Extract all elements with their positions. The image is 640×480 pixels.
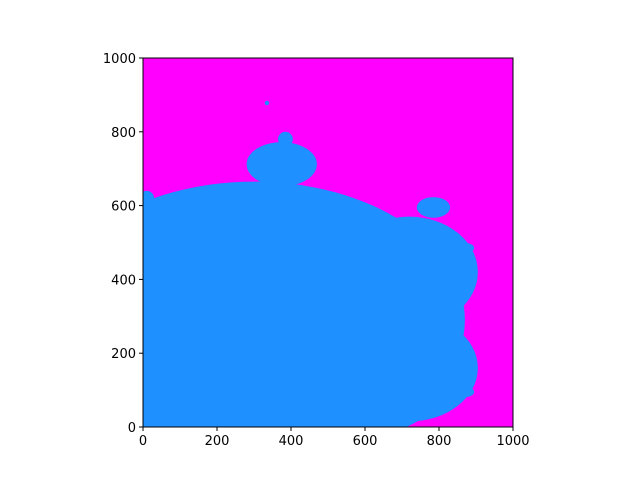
y-tick-label: 1000	[103, 52, 136, 67]
y-tick-label: 800	[111, 126, 136, 141]
y-axis: 0 200 400 600 800 1000	[103, 52, 143, 436]
right-bulb-upper	[340, 216, 478, 328]
right-bulb-lower	[340, 314, 478, 422]
main-bulb	[143, 205, 254, 427]
x-axis: 0 200 400 600 800 1000	[139, 427, 530, 449]
heatmap-image	[143, 100, 478, 427]
y-tick-label: 600	[111, 200, 136, 215]
upper-bulb-tip	[278, 131, 293, 147]
axes-frame	[142, 57, 514, 428]
small-bulb-lower-right	[455, 386, 475, 398]
small-bulb-right	[416, 197, 451, 218]
upper-bulb-speck	[264, 100, 270, 106]
plot-area	[143, 58, 513, 427]
upper-bulb	[246, 142, 317, 187]
y-tick-label: 0	[128, 421, 136, 436]
y-tick-label: 200	[111, 347, 136, 362]
small-bulb-right-2	[455, 242, 475, 254]
x-tick-label: 600	[353, 434, 378, 449]
x-tick-label: 800	[427, 434, 452, 449]
x-tick-label: 1000	[496, 434, 529, 449]
y-tick-label: 400	[111, 273, 136, 288]
x-tick-label: 400	[279, 434, 304, 449]
left-edge-bulb	[143, 190, 155, 206]
x-tick-label: 200	[205, 434, 230, 449]
x-tick-label: 0	[139, 434, 147, 449]
